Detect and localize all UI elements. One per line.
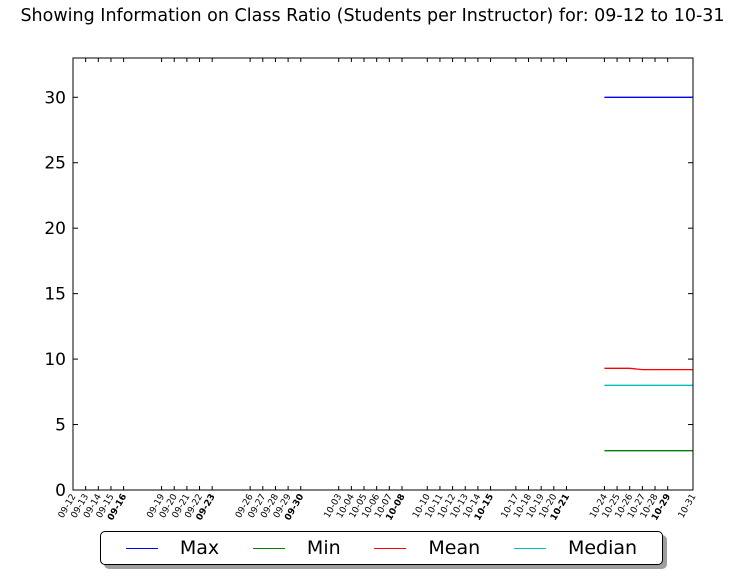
legend-label: Min [306,537,341,559]
plot-frame [72,57,694,491]
y-tick-label: 15 [44,285,66,305]
y-tick-label: 10 [44,350,66,370]
series-line-mean [604,367,693,371]
y-tick-label: 0 [55,481,66,501]
legend-swatch [513,547,546,549]
legend-swatch [125,547,158,549]
legend-swatch [374,547,407,549]
legend-item-min: Min [252,537,341,559]
legend-label: Median [567,537,638,559]
legend-swatch [252,547,285,549]
y-axis: 0 5 10 15 20 25 30 [44,88,693,501]
y-tick-label: 5 [55,416,66,436]
y-tick-label: 25 [44,154,66,174]
chart-title: Showing Information on Class Ratio (Stud… [20,6,725,26]
legend: Max Min Mean Median [100,531,663,565]
legend-item-median: Median [513,537,638,559]
series-lines [604,96,693,452]
legend-item-mean: Mean [374,537,480,559]
y-tick-label: 30 [44,88,66,108]
legend-item-max: Max [125,537,220,559]
legend-label: Mean [428,537,481,559]
legend-label: Max [179,537,220,559]
x-tick-label: 10-31 [677,493,699,521]
y-tick-label: 20 [44,219,66,239]
